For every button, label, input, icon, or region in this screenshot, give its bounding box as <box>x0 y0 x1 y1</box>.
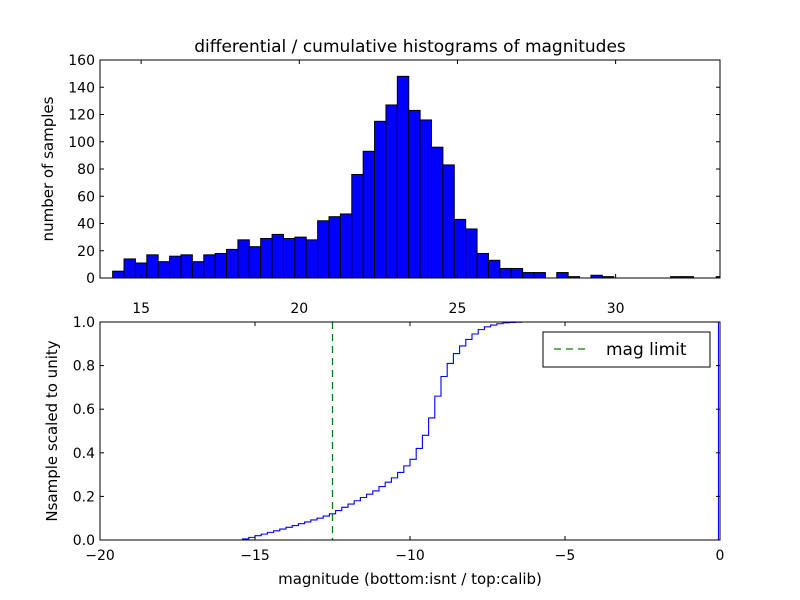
histogram-panel: differential / cumulative histograms of … <box>39 37 721 317</box>
histogram-bar <box>237 239 250 279</box>
histogram-x-tick-label: 20 <box>290 301 308 317</box>
histogram-x-tick-label: 25 <box>449 301 467 317</box>
cumulative-axes-frame <box>99 321 721 541</box>
histogram-bar <box>396 75 410 279</box>
histogram-axes-frame <box>99 59 721 279</box>
histogram-bar <box>294 236 307 279</box>
histogram-bar <box>408 109 421 279</box>
cumulative-x-tick-label: 0 <box>716 548 725 564</box>
histogram-y-axis-label: number of samples <box>39 96 57 241</box>
histogram-bar <box>385 104 398 279</box>
histogram-bar <box>499 267 512 279</box>
histogram-bar <box>169 255 182 279</box>
histogram-bar <box>465 228 478 279</box>
histogram-bar <box>180 254 193 279</box>
histogram-y-tick-label: 80 <box>77 162 95 178</box>
histogram-bar <box>282 237 296 279</box>
cumulative-y-tick-label: 0.8 <box>73 359 95 375</box>
histogram-bar <box>112 270 125 279</box>
chart-title: differential / cumulative histograms of … <box>194 37 626 57</box>
histogram-bar <box>556 272 569 279</box>
histogram-bar <box>351 173 364 279</box>
cumulative-step-line <box>100 321 719 541</box>
cumulative-x-tick-label: −10 <box>395 548 425 564</box>
histogram-y-tick-label: 20 <box>77 244 95 260</box>
histogram-y-tick-label: 140 <box>68 80 95 96</box>
cumulative-y-tick-label: 0.4 <box>73 446 95 462</box>
histogram-bar <box>487 259 501 279</box>
histogram-x-tick-label: 15 <box>132 301 150 317</box>
histogram-bar <box>271 233 284 279</box>
histogram-y-tick-label: 40 <box>77 217 95 233</box>
histogram-y-tick-label: 120 <box>68 108 95 124</box>
histogram-bar <box>522 272 535 279</box>
histogram-bar <box>203 254 216 279</box>
histogram-y-tick-label: 100 <box>68 135 95 151</box>
histogram-y-tick-label: 60 <box>77 189 95 205</box>
cumulative-x-tick-label: −5 <box>555 548 576 564</box>
histogram-x-tick-label: 30 <box>607 301 625 317</box>
histogram-bar <box>317 220 330 279</box>
histogram-bar <box>146 254 159 279</box>
histogram-bar <box>157 261 171 279</box>
histogram-bar <box>339 213 353 279</box>
histogram-bar <box>533 272 546 279</box>
cumulative-panel: −20 −15 −10 −5 0 0.0 0.2 0.4 0.6 0.8 1.0 magnitude… <box>43 315 724 588</box>
cumulative-ticks: −20 −15 −10 −5 0 0.0 0.2 0.4 0.6 0.8 1.0 <box>73 315 725 564</box>
histogram-bar <box>123 258 136 279</box>
histogram-bar <box>362 150 376 279</box>
histogram-bar <box>260 237 273 279</box>
cumulative-lines <box>100 321 719 541</box>
cumulative-y-tick-label: 0.6 <box>73 402 95 418</box>
histogram-bar <box>191 261 205 279</box>
histogram-bar <box>248 246 262 279</box>
histogram-bar <box>374 120 387 279</box>
histogram-bar <box>214 252 228 279</box>
histogram-bar <box>226 248 239 279</box>
cumulative-x-axis-label: magnitude (bottom:isnt / top:calib) <box>278 570 542 588</box>
cumulative-y-axis-label: Nsample scaled to unity <box>43 340 61 521</box>
histogram-bar <box>419 119 433 279</box>
cumulative-y-tick-label: 1.0 <box>73 315 95 331</box>
cumulative-x-tick-label: −20 <box>85 548 115 564</box>
cumulative-x-tick-label: −15 <box>240 548 270 564</box>
histogram-y-tick-label: 160 <box>68 53 95 69</box>
cumulative-y-tick-label: 0.2 <box>73 489 95 505</box>
histogram-bar <box>431 146 444 279</box>
cumulative-y-tick-label: 0.0 <box>73 533 95 549</box>
legend-mag-limit-label: mag limit <box>606 340 687 360</box>
histogram-bar <box>476 252 489 279</box>
histogram-bar <box>328 216 341 279</box>
histogram-bar <box>305 239 319 279</box>
histogram-bar <box>453 218 467 279</box>
histogram-bar <box>442 164 455 279</box>
histogram-y-tick-label: 0 <box>86 271 95 287</box>
legend: mag limit <box>542 331 711 368</box>
histogram-bar <box>510 267 524 279</box>
